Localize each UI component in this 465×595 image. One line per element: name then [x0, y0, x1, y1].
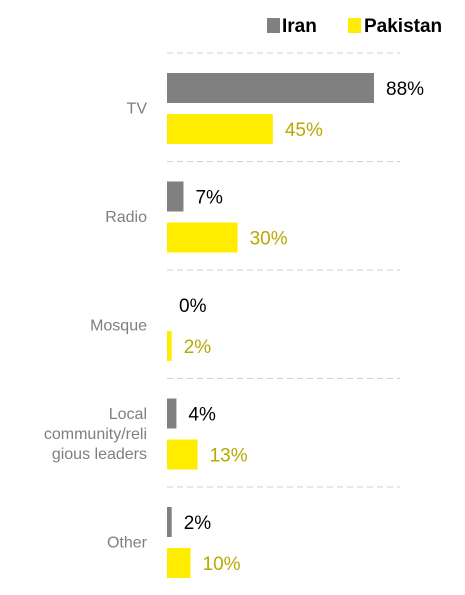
category-label: Other: [107, 534, 148, 551]
value-label-pakistan-2: 2%: [184, 337, 212, 358]
category-label-line: TV: [127, 100, 148, 117]
value-label-pakistan-0: 45%: [285, 120, 323, 141]
legend-label-pakistan: Pakistan: [364, 16, 442, 37]
category-label: Radio: [105, 209, 147, 226]
category-labels: TV Radio Mosque Local community/reli gious le…: [44, 100, 148, 551]
value-label-pakistan-1: 30%: [250, 229, 288, 250]
bar-iran-4: [167, 507, 172, 537]
value-label-iran-0: 88%: [386, 79, 424, 100]
legend: Iran Pakistan: [267, 16, 442, 37]
category-label-line: Radio: [105, 209, 147, 226]
bar-pakistan-0: [167, 114, 273, 144]
category-separators: [167, 52, 400, 488]
category-label-line: Mosque: [90, 317, 147, 334]
value-labels: 88% 45% 7% 30% 0% 2% 4% 13% 2% 10%: [179, 79, 424, 575]
value-label-pakistan-3: 13%: [210, 446, 248, 467]
value-label-iran-1: 7%: [195, 188, 223, 209]
bar-iran-0: [167, 73, 374, 103]
category-label: TV: [127, 100, 148, 117]
category-label-line: Local: [109, 406, 147, 423]
bar-pakistan-1: [167, 222, 238, 253]
category-label: Local community/reli gious leaders: [44, 406, 147, 463]
category-label-line: community/reli: [44, 426, 147, 443]
category-label-line: gious leaders: [52, 446, 147, 463]
value-label-iran-3: 4%: [188, 405, 216, 426]
value-label-iran-2: 0%: [179, 296, 207, 317]
category-label: Mosque: [90, 317, 147, 334]
bars: [167, 73, 374, 578]
legend-swatch-iran: [267, 18, 280, 33]
value-label-pakistan-4: 10%: [203, 554, 241, 575]
bar-pakistan-2: [167, 331, 172, 361]
bar-pakistan-4: [167, 548, 191, 578]
category-label-line: Other: [107, 534, 148, 551]
bar-iran-3: [167, 398, 177, 429]
legend-swatch-pakistan: [348, 18, 361, 33]
value-label-iran-4: 2%: [184, 513, 212, 534]
legend-label-iran: Iran: [282, 16, 317, 37]
bar-iran-1: [167, 181, 184, 212]
bar-pakistan-3: [167, 439, 198, 470]
